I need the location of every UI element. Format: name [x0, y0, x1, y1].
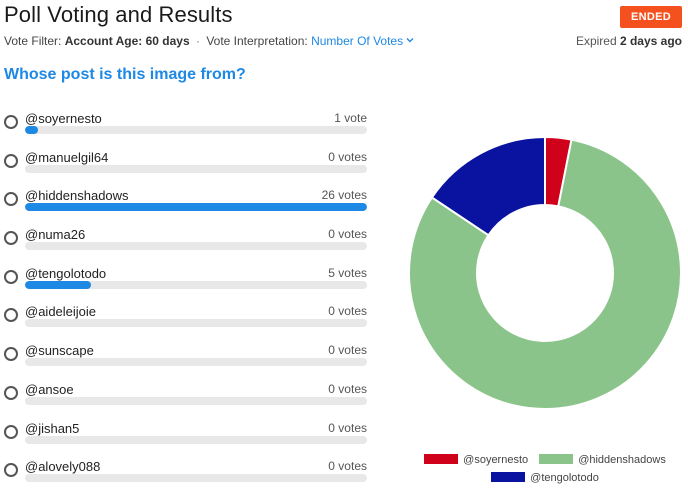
- radio-button[interactable]: [4, 463, 18, 478]
- vote-bar-track: [25, 280, 367, 289]
- radio-button[interactable]: [4, 385, 18, 400]
- option-label: @soyernesto: [25, 111, 102, 126]
- vote-filter-value: Account Age: 60 days: [64, 34, 190, 48]
- vote-bar-track: [25, 435, 367, 444]
- legend-item[interactable]: @soyernesto: [424, 454, 528, 466]
- vote-bar-track: [25, 164, 367, 173]
- option-label: @manuelgil64: [25, 149, 109, 165]
- poll-options: @soyernesto 1 vote @manuelgil64 0 votes …: [4, 108, 368, 495]
- option-vote-count: 5 votes: [328, 265, 367, 280]
- poll-option[interactable]: @hiddenshadows 26 votes: [4, 185, 368, 224]
- poll-option[interactable]: @soyernesto 1 vote: [4, 108, 368, 147]
- option-vote-count: 0 votes: [328, 227, 367, 242]
- option-label: @sunscape: [25, 343, 94, 359]
- vote-interpretation-label: Vote Interpretation:: [206, 34, 308, 48]
- donut-slice-hiddenshadows[interactable]: [408, 138, 682, 410]
- poll-option[interactable]: @manuelgil64 0 votes: [4, 147, 368, 186]
- vote-bar-fill: [25, 203, 367, 212]
- legend-label: @soyernesto: [463, 454, 529, 466]
- poll-filters: Vote Filter: Account Age: 60 days · Vote…: [4, 34, 414, 48]
- option-vote-count: 26 votes: [321, 188, 367, 203]
- option-vote-count: 1 vote: [334, 111, 367, 125]
- vote-filter-label: Vote Filter:: [4, 34, 62, 48]
- radio-button[interactable]: [4, 424, 18, 439]
- legend-row: @soyernesto @hiddenshadows: [408, 454, 682, 472]
- option-label: @alovely088: [25, 459, 101, 475]
- vote-bar-track: [25, 203, 367, 212]
- expired-value: 2 days ago: [619, 34, 682, 48]
- vote-bar-fill: [25, 280, 91, 289]
- donut-chart-svg: [408, 135, 682, 410]
- legend-swatch: [491, 472, 526, 482]
- option-label: @ansoe: [25, 381, 74, 397]
- legend-swatch: [539, 454, 574, 464]
- option-label: @tengolotodo: [25, 265, 107, 281]
- radio-button[interactable]: [4, 153, 18, 168]
- radio-button[interactable]: [4, 347, 18, 362]
- chart-legend: @soyernesto @hiddenshadows @tengolotodo: [408, 454, 682, 490]
- legend-item[interactable]: @hiddenshadows: [539, 454, 666, 466]
- vote-bar-fill: [25, 126, 39, 134]
- option-vote-count: 0 votes: [328, 149, 367, 164]
- vote-bar-track: [25, 474, 367, 483]
- option-label: @jishan5: [25, 420, 80, 436]
- vote-interpretation-select[interactable]: Number Of Votes: [311, 34, 414, 48]
- poll-option[interactable]: @sunscape 0 votes: [4, 340, 368, 379]
- option-vote-count: 0 votes: [328, 420, 367, 435]
- page-title: Poll Voting and Results: [4, 2, 233, 27]
- option-label: @numa26: [25, 227, 86, 243]
- vote-bar-track: [25, 396, 367, 405]
- meta-separator: ·: [195, 34, 200, 48]
- radio-button[interactable]: [4, 231, 18, 246]
- poll-option[interactable]: @numa26 0 votes: [4, 224, 368, 263]
- vote-bar-track: [25, 126, 367, 134]
- radio-button[interactable]: [4, 308, 18, 323]
- poll-option[interactable]: @alovely088 0 votes: [4, 456, 368, 495]
- radio-button[interactable]: [4, 269, 18, 284]
- poll-option[interactable]: @tengolotodo 5 votes: [4, 263, 368, 302]
- vote-bar-track: [25, 242, 367, 251]
- poll-option[interactable]: @ansoe 0 votes: [4, 379, 368, 418]
- legend-label: @tengolotodo: [530, 472, 599, 484]
- chevron-down-icon: [406, 38, 414, 43]
- donut-slice-tengolotodo[interactable]: [430, 135, 546, 237]
- radio-button[interactable]: [4, 115, 18, 129]
- vote-bar-track: [25, 358, 367, 367]
- option-vote-count: 0 votes: [328, 304, 367, 319]
- poll-option[interactable]: @jishan5 0 votes: [4, 418, 368, 457]
- vote-interpretation-value: Number Of Votes: [311, 34, 404, 48]
- legend-item[interactable]: @tengolotodo: [491, 472, 599, 484]
- option-vote-count: 0 votes: [328, 381, 367, 396]
- status-badge: ENDED: [619, 6, 682, 28]
- radio-button[interactable]: [4, 192, 18, 207]
- vote-bar-track: [25, 319, 367, 328]
- option-label: @aideleijoie: [25, 304, 97, 320]
- legend-row: @tengolotodo: [408, 472, 682, 490]
- expiry-info: Expired 2 days ago: [576, 34, 682, 48]
- poll-question: Whose post is this image from?: [4, 66, 246, 83]
- option-vote-count: 0 votes: [328, 459, 367, 474]
- option-label: @hiddenshadows: [25, 188, 129, 204]
- results-donut-chart: [408, 135, 682, 410]
- legend-label: @hiddenshadows: [578, 454, 666, 466]
- expired-label: Expired: [575, 34, 617, 48]
- poll-meta: Vote Filter: Account Age: 60 days · Vote…: [4, 34, 682, 50]
- legend-swatch: [424, 454, 459, 464]
- option-vote-count: 0 votes: [328, 343, 367, 358]
- poll-option[interactable]: @aideleijoie 0 votes: [4, 301, 368, 340]
